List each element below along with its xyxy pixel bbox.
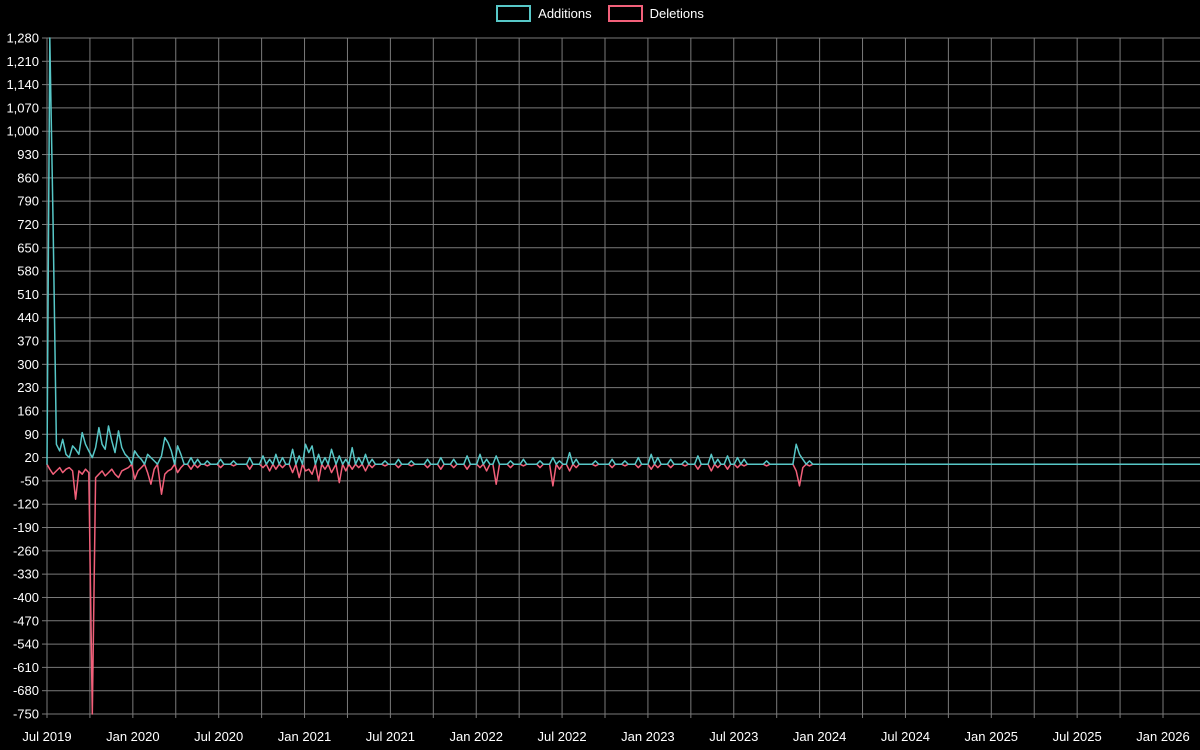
x-tick-label: Jan 2023 [621, 729, 675, 744]
x-tick-label: Jan 2024 [793, 729, 847, 744]
y-tick-label: -610 [13, 660, 39, 675]
series-line-deletions [46, 463, 1200, 715]
y-tick-label: 580 [17, 264, 39, 279]
y-tick-label: -750 [13, 707, 39, 722]
x-tick-label: Jul 2023 [709, 729, 758, 744]
x-tick-label: Jul 2020 [194, 729, 243, 744]
deletions-swatch-icon [607, 5, 643, 22]
x-tick-label: Jul 2021 [366, 729, 415, 744]
x-tick-label: Jul 2019 [22, 729, 71, 744]
series-line-additions [46, 37, 1200, 465]
y-tick-label: 650 [17, 240, 39, 255]
x-tick-label: Jul 2024 [881, 729, 930, 744]
y-tick-label: 720 [17, 217, 39, 232]
legend-label-deletions: Deletions [649, 6, 704, 21]
y-tick-label: 1,140 [6, 77, 39, 92]
y-tick-label: 300 [17, 357, 39, 372]
x-tick-label: Jul 2025 [1053, 729, 1102, 744]
y-tick-label: 790 [17, 194, 39, 209]
x-axis-labels: Jul 2019 Jan 2020 Jul 2020 Jan 2021 Jul 2021… [22, 729, 1189, 744]
legend-item-additions[interactable]: Additions [496, 5, 592, 22]
y-tick-label: -330 [13, 567, 39, 582]
x-tick-label: Jan 2026 [1136, 729, 1190, 744]
y-tick-label: -260 [13, 543, 39, 558]
y-tick-label: 1,210 [6, 54, 39, 69]
y-tick-label: -400 [13, 590, 39, 605]
y-tick-label: 1,070 [6, 100, 39, 115]
y-tick-label: 20 [25, 450, 39, 465]
series-lines[interactable] [46, 37, 1200, 715]
x-tick-label: Jul 2022 [537, 729, 586, 744]
x-tick-label: Jan 2020 [106, 729, 160, 744]
x-tick-label: Jan 2025 [965, 729, 1019, 744]
y-tick-label: 1,000 [6, 124, 39, 139]
chart-legend: Additions Deletions [0, 5, 1200, 22]
y-tick-label: 370 [17, 334, 39, 349]
additions-swatch-icon [496, 5, 532, 22]
y-tick-label: -120 [13, 497, 39, 512]
y-tick-label: -470 [13, 613, 39, 628]
legend-item-deletions[interactable]: Deletions [607, 5, 704, 22]
y-tick-label: 160 [17, 403, 39, 418]
y-tick-label: -50 [20, 473, 39, 488]
y-tick-label: 510 [17, 287, 39, 302]
y-axis-labels: 1,280 1,210 1,140 1,070 1,000 930 860 790 720 650… [6, 31, 39, 722]
y-tick-label: 1,280 [6, 31, 39, 46]
legend-label-additions: Additions [538, 6, 592, 21]
y-tick-label: -680 [13, 683, 39, 698]
y-tick-label: 90 [25, 427, 39, 442]
x-tick-label: Jan 2022 [449, 729, 503, 744]
y-tick-label: 930 [17, 147, 39, 162]
y-tick-label: -190 [13, 520, 39, 535]
y-tick-label: 860 [17, 170, 39, 185]
gridlines [42, 37, 1200, 718]
y-tick-label: 440 [17, 310, 39, 325]
x-tick-label: Jan 2021 [278, 729, 332, 744]
y-tick-label: -540 [13, 637, 39, 652]
y-tick-label: 230 [17, 380, 39, 395]
